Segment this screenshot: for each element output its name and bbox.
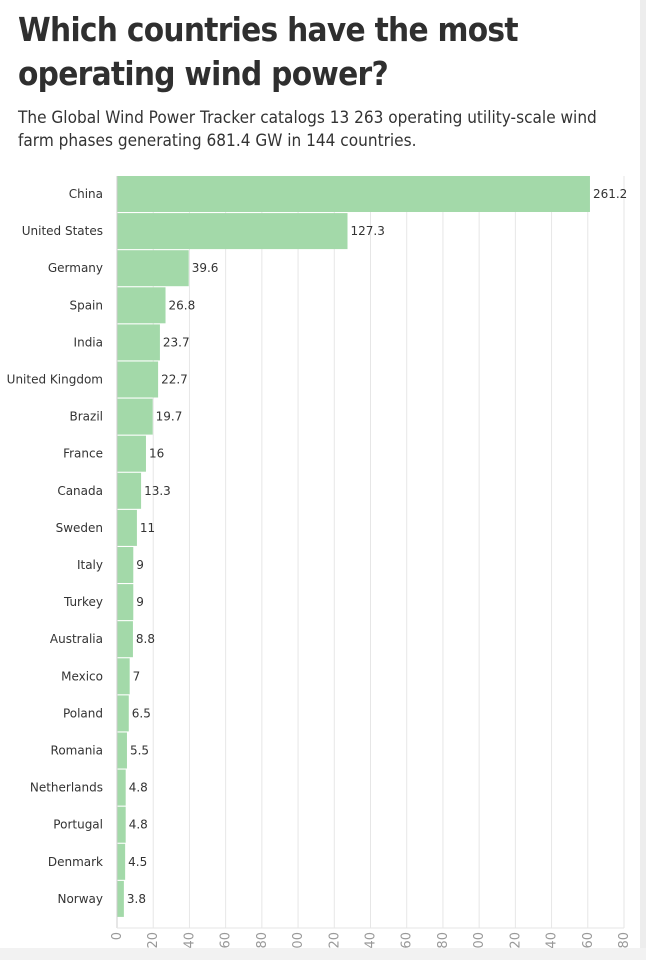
- bar: [117, 806, 126, 843]
- value-label: 9: [136, 595, 144, 609]
- category-label: Portugal: [53, 818, 103, 832]
- bar: [117, 695, 129, 732]
- bar: [117, 472, 142, 509]
- bar: [117, 250, 189, 287]
- x-tick-label: 40: [182, 932, 197, 948]
- value-label: 22.7: [161, 373, 188, 387]
- category-label: Brazil: [70, 410, 104, 424]
- category-label: United Kingdom: [7, 373, 103, 387]
- bar-chart: China 261.2 United States 127.3 Germany 39.6 S…: [7, 176, 632, 948]
- bar: [117, 732, 127, 769]
- value-label: 19.7: [156, 410, 183, 424]
- value-label: 4.8: [129, 781, 148, 795]
- category-label: United States: [22, 224, 103, 238]
- value-label: 13.3: [144, 484, 171, 498]
- chart-subtitle: The Global Wind Power Tracker catalogs 1…: [18, 108, 597, 150]
- x-tick-label: 0: [110, 932, 125, 940]
- category-label: Turkey: [63, 595, 103, 609]
- bar: [117, 213, 348, 250]
- value-label: 5.5: [130, 744, 149, 758]
- value-label: 4.5: [128, 855, 147, 869]
- x-tick-label: 280: [617, 932, 632, 948]
- category-label: India: [74, 335, 103, 349]
- category-label: Italy: [77, 558, 103, 572]
- value-label: 8.8: [136, 632, 155, 646]
- x-tick-label: 220: [508, 932, 523, 948]
- bar: [117, 435, 146, 472]
- category-label: Netherlands: [30, 781, 103, 795]
- x-tick-label: 200: [472, 932, 487, 948]
- category-label: Poland: [63, 706, 103, 720]
- footer-band: [0, 948, 646, 960]
- value-label: 16: [149, 447, 164, 461]
- bar: [117, 621, 133, 658]
- bar: [117, 176, 590, 212]
- x-tick-label: 140: [364, 932, 379, 948]
- scrollbar-track[interactable]: [640, 0, 646, 960]
- value-label: 261.2: [593, 187, 627, 201]
- value-label: 127.3: [351, 224, 385, 238]
- bar: [117, 509, 137, 546]
- x-tick-label: 240: [545, 932, 560, 948]
- x-tick-label: 100: [291, 932, 306, 948]
- value-label: 6.5: [132, 706, 151, 720]
- value-label: 39.6: [192, 261, 219, 275]
- value-label: 3.8: [127, 892, 146, 906]
- bar: [117, 843, 126, 880]
- value-label: 4.8: [129, 818, 148, 832]
- bar: [117, 584, 134, 621]
- bar: [117, 547, 134, 583]
- value-label: 7: [133, 669, 141, 683]
- x-tick-label: 120: [327, 932, 342, 948]
- x-tick-label: 60: [219, 932, 234, 948]
- x-tick-label: 20: [146, 932, 161, 948]
- category-label: Mexico: [61, 669, 103, 683]
- bar: [117, 398, 153, 435]
- x-tick-label: 80: [255, 932, 270, 948]
- value-label: 9: [136, 558, 144, 572]
- bar: [117, 658, 130, 695]
- bar: [117, 324, 160, 361]
- bar: [117, 287, 166, 324]
- bar: [117, 361, 159, 398]
- category-label: Romania: [51, 744, 103, 758]
- x-tick-label: 180: [436, 932, 451, 948]
- category-label: Norway: [57, 892, 103, 906]
- chart-title: Which countries have the most operating …: [18, 10, 519, 93]
- bar: [117, 880, 124, 917]
- bar: [117, 769, 126, 806]
- value-label: 26.8: [169, 298, 196, 312]
- category-label: Canada: [57, 484, 103, 498]
- category-label: Sweden: [56, 521, 103, 535]
- category-label: France: [63, 447, 103, 461]
- value-label: 11: [140, 521, 155, 535]
- category-label: Germany: [48, 261, 103, 275]
- value-label: 23.7: [163, 335, 190, 349]
- category-label: Australia: [50, 632, 103, 646]
- x-tick-label: 160: [400, 932, 415, 948]
- category-label: Spain: [69, 298, 103, 312]
- category-label: China: [69, 187, 103, 201]
- x-tick-label: 260: [581, 932, 596, 948]
- category-label: Denmark: [48, 855, 103, 869]
